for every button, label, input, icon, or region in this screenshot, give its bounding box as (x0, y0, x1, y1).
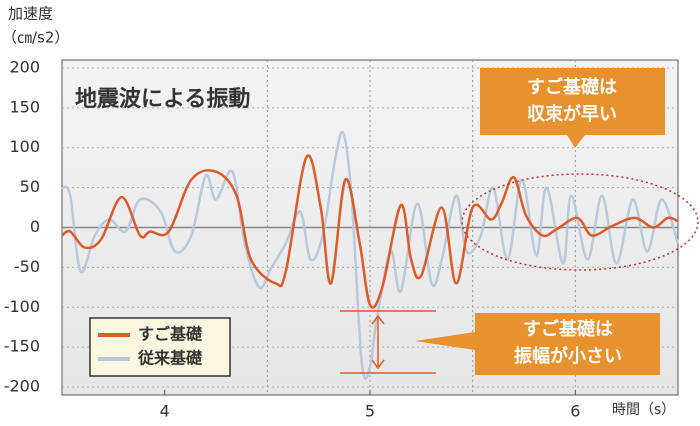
chart-title: 地震波による振動 (75, 87, 250, 112)
x-axis-label: 時間（s） (612, 402, 675, 418)
y-tick-label: -50 (14, 257, 40, 276)
y-tick-label: 100 (9, 137, 40, 156)
callout-text: 収束が早い (527, 103, 617, 125)
y-tick-label: -200 (4, 377, 40, 396)
y-tick-label: 200 (9, 57, 40, 76)
x-tick-label: 4 (160, 402, 170, 421)
y-tick-label: 150 (9, 97, 40, 116)
series-line (61, 154, 679, 309)
lines (61, 130, 680, 380)
y-axis-label: 加速度 (8, 5, 53, 23)
callout (480, 68, 665, 148)
series-line (61, 130, 680, 380)
highlight-ellipse (461, 173, 699, 271)
y-tick-label: 50 (20, 177, 40, 196)
y-axis-label: （㎝/s2） (2, 29, 69, 47)
y-tick-label: 0 (30, 217, 40, 236)
callout (415, 313, 660, 375)
legend-label: 従来基礎 (137, 349, 203, 368)
legend-label: すご基礎 (138, 325, 203, 344)
x-tick-label: 6 (570, 402, 580, 421)
amplitude-marker (340, 310, 436, 374)
y-tick-label: -150 (4, 337, 40, 356)
callout-text: すご基礎は (527, 76, 617, 98)
callout-text: すご基礎は (523, 318, 613, 340)
x-tick-label: 5 (365, 402, 375, 421)
legend-box (89, 317, 231, 377)
callout-text: 振幅が小さい (514, 345, 622, 367)
y-tick-label: -100 (4, 297, 40, 316)
